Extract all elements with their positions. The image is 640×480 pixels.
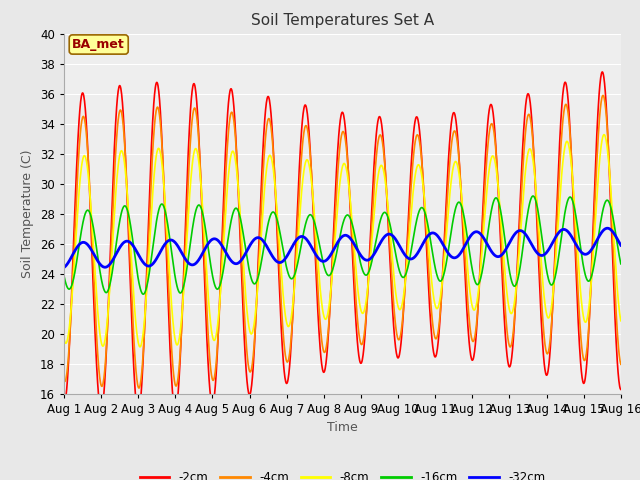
-8cm <box>246 330 254 336</box>
-8cm <box>617 318 625 324</box>
-16cm <box>171 271 179 277</box>
-2cm <box>551 249 559 254</box>
-4cm <box>135 385 143 391</box>
-4cm <box>599 93 607 98</box>
Text: BA_met: BA_met <box>72 38 125 51</box>
-16cm <box>429 254 437 260</box>
Line: -8cm: -8cm <box>64 134 621 347</box>
Legend: -2cm, -4cm, -8cm, -16cm, -32cm: -2cm, -4cm, -8cm, -16cm, -32cm <box>135 466 550 480</box>
-2cm <box>171 407 179 413</box>
-8cm <box>502 280 509 286</box>
-16cm <box>184 256 192 262</box>
-32cm <box>429 230 436 236</box>
Line: -16cm: -16cm <box>64 196 621 294</box>
-8cm <box>60 336 68 342</box>
-32cm <box>246 242 254 248</box>
-32cm <box>170 239 178 244</box>
-4cm <box>502 315 509 321</box>
-16cm <box>140 291 147 297</box>
-4cm <box>429 325 437 331</box>
-8cm <box>136 344 143 350</box>
-16cm <box>60 273 68 279</box>
-16cm <box>617 261 625 267</box>
-4cm <box>171 379 179 385</box>
-2cm <box>502 340 509 346</box>
-32cm <box>184 259 191 265</box>
-16cm <box>246 273 254 278</box>
-4cm <box>60 378 68 384</box>
-32cm <box>604 225 611 231</box>
-4cm <box>184 179 192 184</box>
-8cm <box>551 265 559 271</box>
-4cm <box>617 361 625 367</box>
Line: -32cm: -32cm <box>64 228 621 267</box>
Y-axis label: Soil Temperature (C): Soil Temperature (C) <box>21 149 35 278</box>
-8cm <box>429 291 437 297</box>
-2cm <box>617 386 625 392</box>
-16cm <box>502 244 509 250</box>
-32cm <box>617 242 625 248</box>
Line: -4cm: -4cm <box>64 96 621 388</box>
-32cm <box>551 236 559 242</box>
-2cm <box>429 347 437 352</box>
-8cm <box>171 334 179 339</box>
-16cm <box>529 193 537 199</box>
X-axis label: Time: Time <box>327 421 358 434</box>
Line: -2cm: -2cm <box>64 72 621 413</box>
-32cm <box>502 247 509 253</box>
Title: Soil Temperatures Set A: Soil Temperatures Set A <box>251 13 434 28</box>
-2cm <box>598 69 606 75</box>
-2cm <box>134 410 142 416</box>
-4cm <box>551 260 559 266</box>
-8cm <box>184 214 192 220</box>
-4cm <box>246 369 254 375</box>
-32cm <box>60 264 68 270</box>
-2cm <box>246 390 254 396</box>
-2cm <box>60 401 68 407</box>
-2cm <box>184 151 192 156</box>
-16cm <box>552 273 559 279</box>
-8cm <box>600 132 608 137</box>
